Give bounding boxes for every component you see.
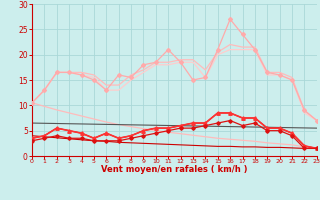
X-axis label: Vent moyen/en rafales ( km/h ): Vent moyen/en rafales ( km/h ) [101, 165, 248, 174]
